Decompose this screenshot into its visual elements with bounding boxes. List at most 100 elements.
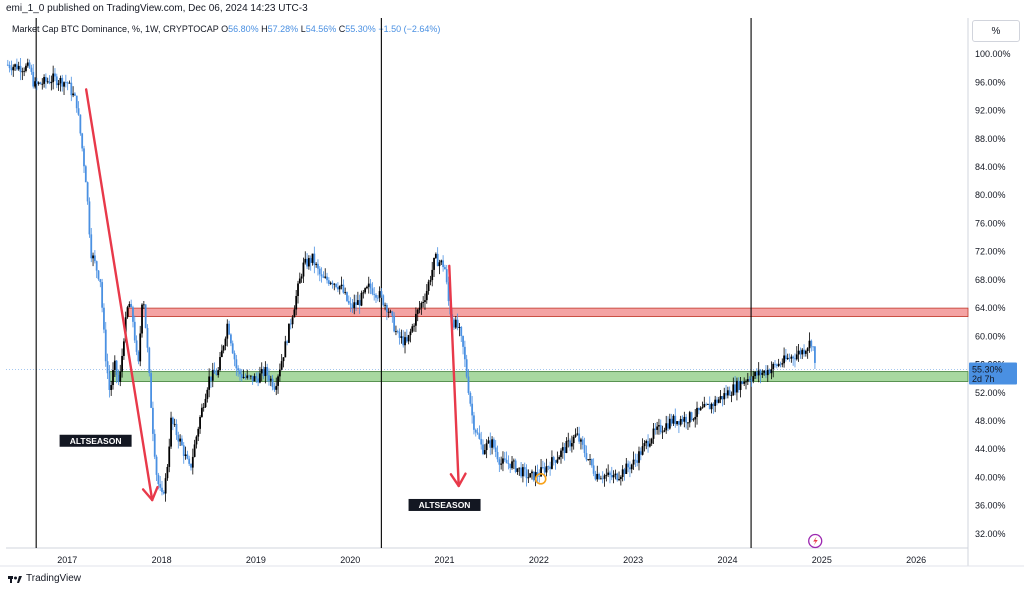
candle-body [600,478,602,480]
candle-body [701,407,704,409]
candle-body [286,341,289,343]
candle-body [97,270,100,280]
candle-body [93,255,96,262]
lightning-icon [808,533,823,549]
candle-body [425,291,428,301]
candle-body [395,331,397,332]
candle-body [326,276,328,281]
candle-body [210,376,212,381]
candle-body [420,303,423,308]
candle-body [282,357,285,362]
candle-body [293,309,296,318]
candle-body [578,433,581,442]
candle-body [215,373,218,376]
candle-body [66,82,69,84]
candle-body [618,478,620,481]
candle-body [699,407,702,411]
candle-body [63,82,65,87]
candle-body [616,473,619,481]
candle-body [288,323,290,343]
y-tick-label: 68.00% [975,275,1006,285]
candle-body [652,428,655,439]
candle-body [636,460,639,463]
candle-body [663,430,666,432]
candle-body [614,473,617,476]
candle-body [469,392,472,404]
percent-scale-button[interactable]: % [972,20,1020,42]
candle-body [471,403,474,416]
candle-body [251,375,254,382]
candle-body [45,77,47,82]
drop-arrow-0 [84,88,154,502]
candle-body [211,370,214,381]
candle-body [514,460,517,472]
x-tick-label: 2026 [906,555,926,565]
candle-body [188,458,191,464]
candle-body [280,361,283,370]
candle-body [99,279,102,283]
candle-body [148,347,151,374]
candle-body [752,376,755,382]
candle-body [730,395,733,396]
candle-body [723,393,726,400]
candle-body [190,463,192,468]
candle-body [672,415,675,424]
candle-body [460,327,463,336]
candle-body [465,359,468,377]
footer-brand[interactable]: TradingView [8,573,81,584]
candle-body [52,73,55,83]
y-tick-label: 32.00% [975,529,1006,539]
candle-body [580,439,582,442]
candle-body [681,418,684,422]
candle-body [228,323,230,335]
candle-body [104,329,107,362]
candle-body [68,82,71,84]
candle-body [687,422,689,424]
candle-body [15,64,18,70]
candle-body [763,370,766,373]
candle-body [690,412,693,421]
candle-body [95,261,98,271]
candle-body [306,258,308,267]
candle-body [601,478,604,480]
candle-body [462,335,464,347]
candle-body [770,369,773,374]
candle-body [520,467,522,477]
candle-body [135,340,138,352]
candle-body [648,443,651,447]
altseason-tag-bg-0 [59,434,132,447]
candle-body [144,304,147,328]
candle-body [329,282,332,284]
candle-body [605,474,608,476]
candle-body [237,368,240,371]
candle-body [48,81,51,84]
candle-body [627,463,630,468]
candle-body [572,436,575,444]
candle-body [804,351,807,354]
candle-body [496,451,499,460]
chart-legend: Market Cap BTC Dominance, %, 1W, CRYPTOC… [12,24,440,34]
candle-body [732,384,735,396]
candle-body [505,459,508,464]
candle-body [164,478,167,494]
candle-body [317,263,319,269]
candle-body [248,375,250,377]
candle-body [427,281,430,292]
candle-body [32,71,35,87]
candle-body [307,258,310,267]
candle-body [812,346,815,348]
candle-body [28,62,31,68]
candle-body [333,283,336,285]
last-price-value: 55.30% [972,364,1003,374]
candle-body [757,370,760,376]
candle-body [269,378,272,381]
candle-body [179,438,182,442]
altseason-tag-bg-1 [408,498,481,511]
candle-body [685,416,688,423]
candle-body [268,375,270,381]
candle-body [21,71,24,73]
candle-body [161,487,163,492]
candle-body [284,341,287,358]
candle-body [300,276,303,279]
